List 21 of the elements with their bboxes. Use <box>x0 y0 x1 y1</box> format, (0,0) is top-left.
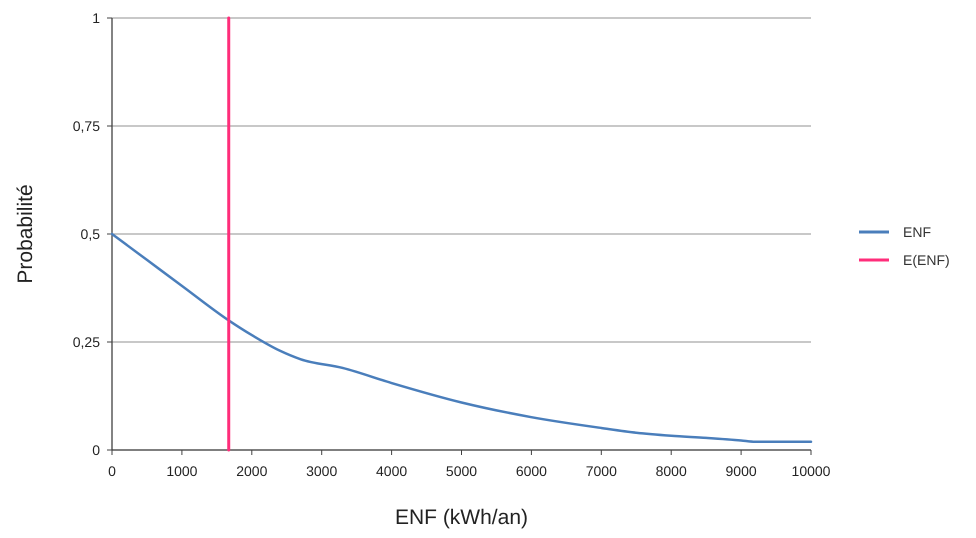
y-tick-label: 0,25 <box>72 334 100 350</box>
x-tick-label: 8000 <box>656 463 687 479</box>
x-tick-label: 6000 <box>516 463 548 479</box>
x-tick-label: 4000 <box>376 463 408 479</box>
x-tick-label: 3000 <box>306 463 338 479</box>
x-axis-title: ENF (kWh/an) <box>394 506 528 529</box>
y-axis-title: Probabilité <box>14 184 37 284</box>
x-tick-label: 0 <box>108 463 116 479</box>
legend-label: ENF <box>903 224 931 240</box>
x-tick-label: 1000 <box>166 463 198 479</box>
x-tick-label: 2000 <box>236 463 268 479</box>
y-tick-label: 0 <box>92 442 100 458</box>
x-tick-label: 9000 <box>726 463 757 479</box>
y-tick-label: 0,75 <box>72 118 100 134</box>
line-series <box>110 232 812 444</box>
y-tick-label: 1 <box>92 10 100 26</box>
x-tick-label: 7000 <box>586 463 618 479</box>
legend-label: E(ENF) <box>903 252 950 268</box>
x-tick-label: 10000 <box>792 463 831 479</box>
x-tick-label: 5000 <box>446 463 478 479</box>
y-tick-label: 0,5 <box>80 226 100 242</box>
